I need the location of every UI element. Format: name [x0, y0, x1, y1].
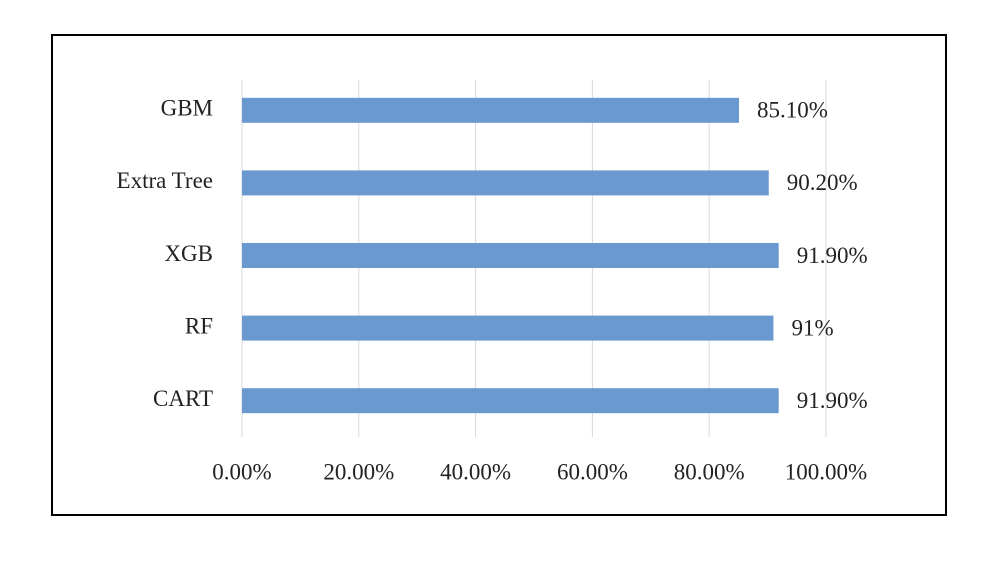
y-tick-label: GBM — [161, 96, 213, 121]
x-tick-label: 100.00% — [785, 459, 867, 484]
bar — [242, 170, 769, 196]
x-tick-label: 80.00% — [674, 459, 745, 484]
x-tick-label: 20.00% — [323, 459, 394, 484]
y-tick-label: CART — [153, 386, 213, 411]
x-tick-label: 60.00% — [557, 459, 628, 484]
bar — [242, 315, 774, 341]
data-label: 91.90% — [797, 243, 868, 268]
bar — [242, 243, 779, 268]
x-tick-label: 40.00% — [440, 459, 511, 484]
y-tick-label: XGB — [164, 241, 213, 266]
x-tick-label: 0.00% — [212, 459, 271, 484]
bar — [242, 388, 779, 414]
y-tick-label: Extra Tree — [117, 168, 213, 193]
data-label: 91% — [791, 315, 833, 340]
data-label: 91.90% — [797, 388, 868, 413]
data-label: 85.10% — [757, 98, 828, 123]
bar — [242, 97, 739, 123]
y-tick-label: RF — [185, 313, 213, 338]
data-label: 90.20% — [787, 170, 858, 195]
